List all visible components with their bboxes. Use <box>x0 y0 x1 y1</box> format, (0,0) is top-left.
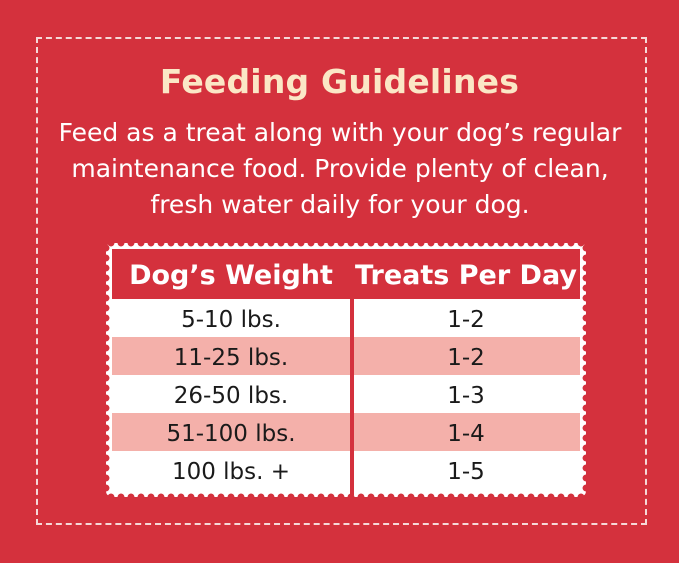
weight-cell: 51-100 lbs. <box>166 421 296 447</box>
description-line: Feed as a treat along with your dog’s re… <box>58 118 622 147</box>
table-row: 100 lbs. + 1-5 <box>112 451 580 489</box>
table-body: 5-10 lbs. 1-2 11-25 lbs. 1-2 26-50 lbs. … <box>112 299 580 489</box>
scalloped-edge-right <box>581 243 591 497</box>
feeding-table: Dog’s Weight Treats Per Day 5-10 lbs. 1-… <box>101 238 591 502</box>
scalloped-edge-bottom <box>106 492 586 502</box>
scalloped-edge-top <box>106 238 586 248</box>
column-divider <box>350 249 354 495</box>
page-title: Feeding Guidelines <box>159 62 520 101</box>
treats-cell: 1-2 <box>447 307 485 333</box>
table-row: 11-25 lbs. 1-2 <box>112 337 580 375</box>
description-line: maintenance food. Provide plenty of clea… <box>71 154 609 183</box>
table-row: 51-100 lbs. 1-4 <box>112 413 580 451</box>
weight-cell: 11-25 lbs. <box>173 345 289 371</box>
dashed-border-frame <box>36 37 647 525</box>
table-row: 26-50 lbs. 1-3 <box>112 375 580 413</box>
scalloped-edge-left <box>101 243 111 497</box>
table-row: 5-10 lbs. 1-2 <box>112 299 580 337</box>
description-line: fresh water daily for your dog. <box>150 190 530 219</box>
weight-cell: 26-50 lbs. <box>173 383 289 409</box>
treats-cell: 1-2 <box>447 345 485 371</box>
header-treats-per-day: Treats Per Day <box>355 260 577 291</box>
treats-cell: 1-4 <box>447 421 485 447</box>
treats-cell: 1-5 <box>447 459 485 485</box>
header-dogs-weight: Dog’s Weight <box>129 260 333 291</box>
weight-cell: 100 lbs. + <box>171 459 291 485</box>
table-header: Dog’s Weight Treats Per Day <box>112 249 580 299</box>
weight-cell: 5-10 lbs. <box>181 307 281 333</box>
feeding-description: Feed as a treat along with your dog’s re… <box>40 115 640 223</box>
treats-cell: 1-3 <box>447 383 485 409</box>
